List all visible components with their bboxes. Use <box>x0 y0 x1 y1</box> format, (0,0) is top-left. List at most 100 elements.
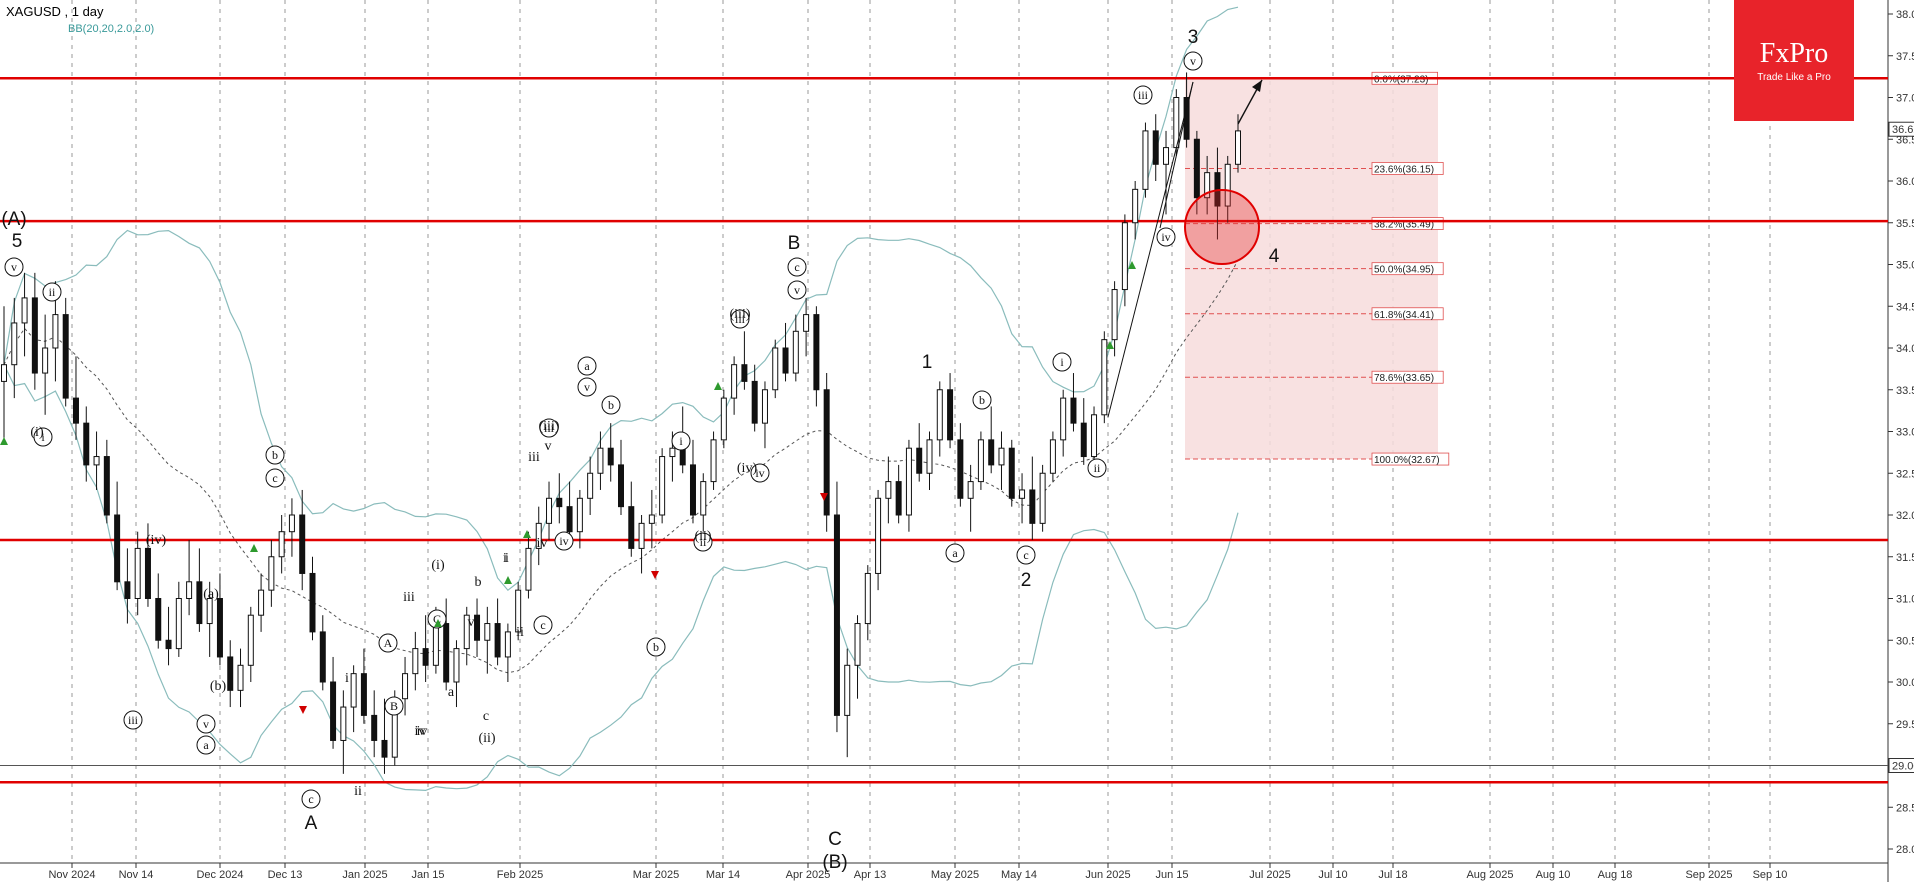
wave-circle <box>42 282 62 302</box>
wave-circle <box>554 531 574 551</box>
wave-label: iii <box>403 590 415 605</box>
wave-label: iii <box>528 450 540 465</box>
time-tick-label: Feb 2025 <box>497 869 543 881</box>
wave-circle-label: c <box>1023 548 1028 562</box>
wave-circle-label: i <box>41 430 45 444</box>
fib-level-label: 78.6%(33.65) <box>1374 373 1434 384</box>
time-axis: Nov 2024 Nov 14 Dec 2024 Dec 13 Jan 2025 Jan … <box>48 863 1787 881</box>
price-tick-label: 36.50 <box>1896 134 1914 146</box>
candle-body <box>299 514 306 574</box>
candle-body <box>1111 289 1118 341</box>
time-tick-label: Nov 2024 <box>48 869 95 881</box>
candle-body <box>1193 138 1200 199</box>
wave-circle-label: i <box>1060 355 1064 369</box>
wave-circle <box>378 633 398 653</box>
candle-body <box>103 456 110 516</box>
wave-circle-label: iii <box>128 713 139 727</box>
wave-circle <box>1156 227 1176 247</box>
price-tick-label: 28.00 <box>1896 844 1914 856</box>
time-tick-label: Aug 10 <box>1536 869 1571 881</box>
wave-circle-label: iv <box>755 466 764 480</box>
wave-circle <box>1183 51 1203 71</box>
candle-body <box>350 673 357 708</box>
fib-label-box <box>1371 262 1444 276</box>
wave-label: (ii) <box>694 529 711 544</box>
candle-body <box>134 547 141 600</box>
fxpro-logo[interactable]: FxPro Trade Like a Pro <box>1734 0 1854 121</box>
wave-circle-label: ii <box>700 535 707 549</box>
candle-body <box>360 673 367 716</box>
wave-circle-label: b <box>653 640 659 654</box>
wave-label: (a) <box>203 587 219 602</box>
candle-body <box>144 547 151 600</box>
wave-circle-label: v <box>1190 54 1196 68</box>
fib-label-box <box>1371 452 1450 466</box>
candle-body <box>124 581 131 599</box>
logo-brand: FxPro <box>1760 38 1828 69</box>
candle-body <box>422 648 429 666</box>
candle-body <box>1008 447 1015 499</box>
wave-circle <box>1052 352 1072 372</box>
bollinger-middle <box>3 259 1239 674</box>
price-tick-label: 30.50 <box>1896 635 1914 647</box>
candle-body <box>52 314 59 349</box>
wave-circle <box>265 445 285 465</box>
candle-body <box>237 664 244 691</box>
wave-label: (b) <box>210 679 227 694</box>
wave-circle-label: C <box>433 612 441 626</box>
candle-body <box>484 623 491 641</box>
candle-body <box>443 623 450 683</box>
candle-body <box>515 589 522 633</box>
candle-body <box>576 497 583 533</box>
wave-label: iv <box>417 724 428 739</box>
price-tick-label: 34.50 <box>1896 301 1914 313</box>
wave-label: a <box>448 685 455 700</box>
candle-body <box>402 673 409 700</box>
candle-body <box>885 481 892 499</box>
time-tick-label: Mar 2025 <box>633 869 679 881</box>
candle-body <box>1091 414 1098 458</box>
fib-level-label: 0.0%(37.23) <box>1374 74 1428 85</box>
trend-line <box>1159 81 1194 229</box>
candle-body <box>175 598 182 650</box>
wave-label: (iv) <box>146 533 167 548</box>
price-tick-label: 38.00 <box>1896 9 1914 21</box>
price-tick-label: 31.50 <box>1896 552 1914 564</box>
wave-label: (iv) <box>737 461 758 476</box>
candle-body <box>988 439 995 466</box>
wave-label: i <box>503 551 507 566</box>
candle-body <box>689 464 696 516</box>
candle-body <box>1 364 7 382</box>
candle-body <box>864 572 871 625</box>
candle-body <box>926 439 933 474</box>
candle-body <box>618 464 624 508</box>
wave-circle <box>577 356 597 376</box>
candle-body <box>782 347 789 374</box>
price-tick-label: 28.50 <box>1896 802 1914 814</box>
wave-circle-label: a <box>203 738 209 752</box>
wave-label: i <box>345 671 349 686</box>
bull-arrow <box>523 530 531 538</box>
candle-body <box>494 623 501 658</box>
candle-body <box>319 631 326 683</box>
wave-label: (iii) <box>539 419 560 434</box>
candle-body <box>648 514 655 524</box>
fib-level-label: 61.8%(34.41) <box>1374 310 1434 321</box>
price-axis: 38.00 37.50 37.00 36.50 36.00 35.50 35.00 34.50… <box>1888 9 1914 856</box>
candle-body <box>1163 147 1170 165</box>
price-tick-label: 34.00 <box>1896 343 1914 355</box>
candle-body <box>93 456 100 466</box>
candle-body <box>1049 439 1056 474</box>
candle-body <box>453 648 460 683</box>
wave-label: (i) <box>431 558 445 573</box>
wave-circle-label: c <box>272 471 277 485</box>
time-tick-label: May 2025 <box>931 869 979 881</box>
candle-body <box>546 497 553 524</box>
fib-label-box <box>1371 307 1444 321</box>
wave-circle <box>4 257 24 277</box>
candle-body <box>566 506 573 533</box>
candle-body <box>83 422 90 466</box>
candle-body <box>340 706 347 741</box>
wave-label: b <box>475 575 482 590</box>
